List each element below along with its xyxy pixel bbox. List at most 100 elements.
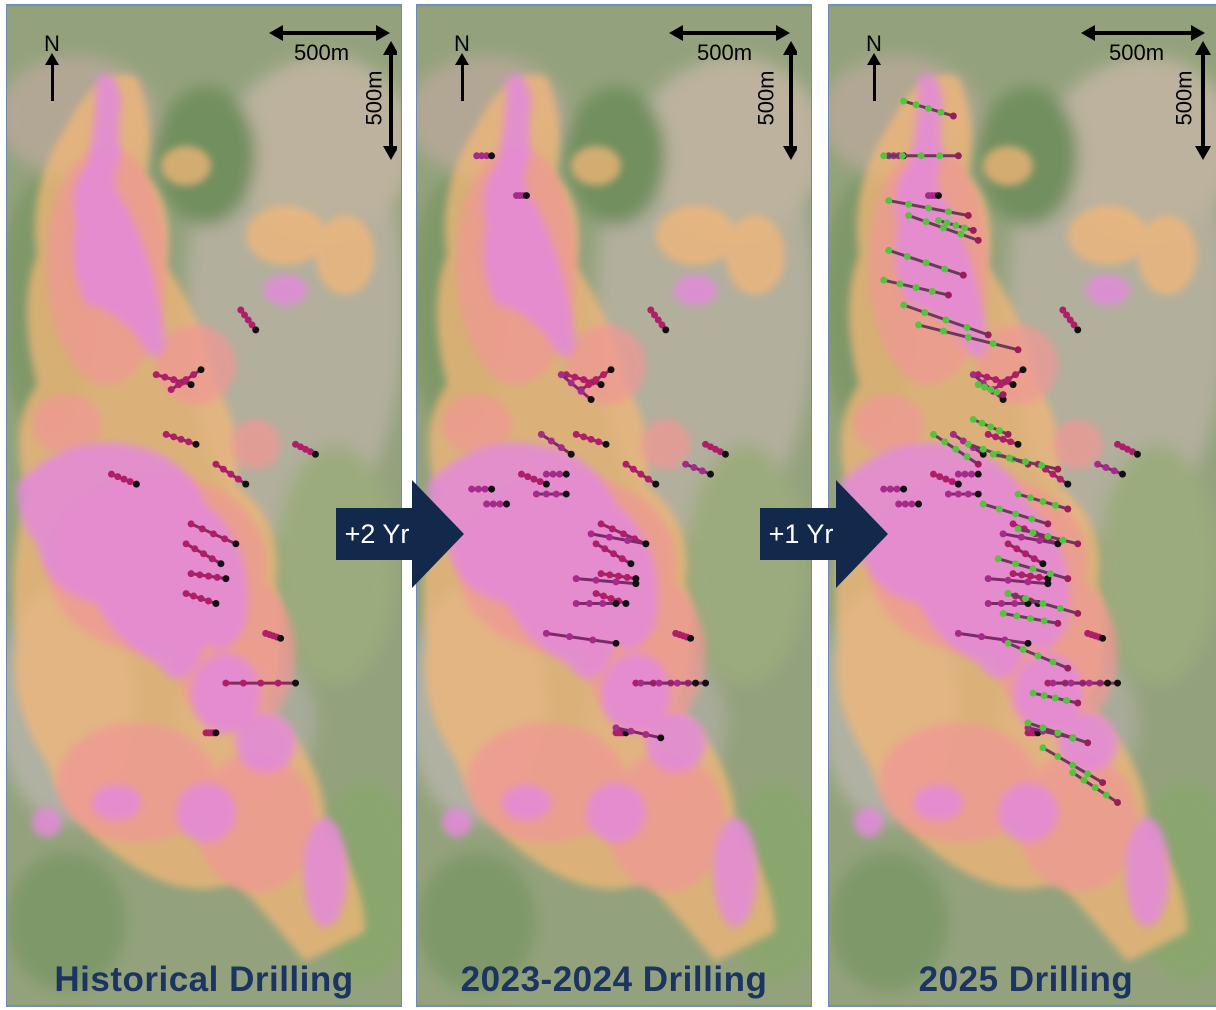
step-label: +1 Yr (760, 508, 842, 560)
assay-marker (944, 490, 952, 498)
assay-marker (1040, 617, 1048, 625)
assay-marker (572, 600, 580, 607)
assay-marker (949, 430, 957, 438)
assay-marker (556, 470, 564, 478)
assay-marker (614, 572, 622, 580)
assay-marker (1064, 575, 1072, 583)
assay-marker (1004, 639, 1012, 647)
north-arrow-icon (44, 53, 59, 101)
assay-marker (999, 435, 1007, 443)
assay-marker (1004, 430, 1012, 438)
assay-marker (983, 373, 991, 381)
panel-2023-2024: N 500m 500m 2023-2024 Drilling (416, 4, 812, 1007)
assay-marker (957, 230, 965, 238)
assay-marker (969, 415, 977, 423)
assay-marker (483, 500, 491, 508)
assay-marker (1084, 770, 1092, 778)
assay-marker (928, 287, 936, 295)
assay-marker (964, 440, 972, 448)
assay-marker (597, 520, 605, 528)
assay-marker (481, 485, 489, 493)
assay-marker (954, 629, 962, 637)
assay-marker (658, 321, 666, 329)
assay-marker (237, 306, 245, 314)
assay-marker (1049, 679, 1057, 687)
assay-marker (992, 376, 1000, 384)
drill-hole-trace (1002, 532, 1059, 546)
assay-marker (941, 265, 949, 273)
assay-marker (1012, 371, 1020, 379)
scale-v-label: 500m (753, 70, 779, 126)
assay-marker (572, 430, 580, 438)
assay-marker (1022, 595, 1029, 603)
assay-marker (1094, 460, 1102, 468)
assay-marker (1039, 560, 1047, 568)
assay-marker (1102, 791, 1110, 799)
assay-marker (204, 572, 212, 580)
assay-marker (1034, 652, 1042, 660)
assay-marker (939, 327, 947, 335)
assay-marker (592, 376, 600, 384)
north-label: N (454, 31, 470, 56)
assay-marker (1024, 719, 1032, 727)
assay-marker (964, 333, 972, 341)
assay-marker (651, 311, 659, 319)
assay-marker (167, 386, 175, 394)
assay-marker (232, 540, 240, 548)
assay-marker (612, 639, 620, 647)
assay-marker (241, 311, 249, 319)
assay-marker (901, 500, 909, 508)
assay-marker (627, 560, 635, 568)
assay-marker (234, 475, 242, 483)
assay-marker (1099, 634, 1107, 642)
assay-marker (1044, 679, 1052, 687)
assay-marker (898, 152, 906, 160)
assay-marker (503, 500, 511, 508)
assay-marker (248, 321, 256, 329)
assay-marker (196, 571, 204, 579)
assay-marker (132, 480, 140, 488)
north-arrow: N (37, 33, 67, 101)
assay-marker (961, 470, 969, 478)
assay-marker (941, 438, 949, 446)
assay-marker (1099, 779, 1107, 787)
assay-marker (257, 679, 265, 687)
assay-marker (182, 540, 190, 548)
assay-marker (880, 152, 888, 160)
drill-hole-trace (615, 726, 662, 740)
assay-marker (997, 600, 1005, 607)
assay-marker (654, 316, 662, 324)
assay-marker (478, 152, 486, 160)
assay-marker (557, 371, 565, 379)
drill-hole-trace (590, 532, 647, 546)
assay-marker (624, 537, 632, 544)
assay-marker (954, 152, 962, 160)
drill-hole-trace (540, 433, 573, 456)
assay-marker (120, 475, 128, 483)
assay-marker (1035, 573, 1043, 581)
assay-marker (162, 430, 170, 438)
assay-marker (702, 679, 710, 687)
assay-marker (517, 470, 525, 478)
assay-marker (1054, 729, 1062, 737)
assay-marker (192, 440, 200, 448)
assay-marker (917, 152, 925, 160)
assay-marker (1017, 533, 1025, 541)
assay-marker (612, 578, 620, 586)
assay-marker (921, 308, 929, 316)
assay-marker (537, 430, 545, 438)
assay-marker (979, 500, 987, 508)
assay-marker (242, 480, 250, 488)
assay-marker (200, 550, 207, 558)
assay-marker (1019, 646, 1027, 654)
assay-marker (1056, 475, 1064, 483)
assay-marker (1019, 366, 1027, 374)
assay-marker (1039, 600, 1047, 607)
assay-marker (1091, 784, 1099, 792)
assay-marker (187, 520, 195, 528)
assay-marker (601, 545, 609, 553)
assay-marker (1004, 376, 1012, 384)
assay-marker (1044, 532, 1052, 540)
assay-marker (585, 600, 593, 607)
assay-marker (496, 500, 504, 508)
